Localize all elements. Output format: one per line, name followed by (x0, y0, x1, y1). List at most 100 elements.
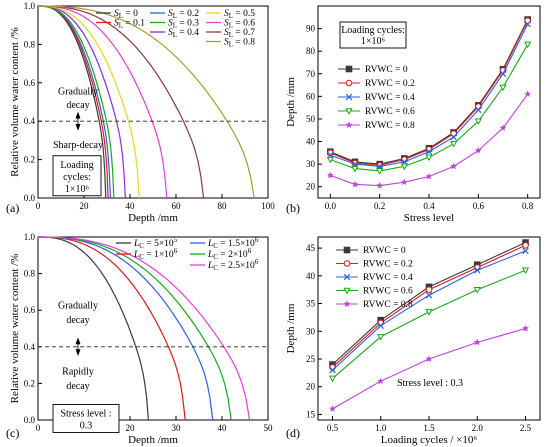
legend-label-part: C (213, 253, 218, 261)
legend-label: RVWC = 0.6 (365, 107, 415, 117)
data-point (343, 260, 351, 267)
series-line (38, 5, 168, 199)
x-tick-label: 20 (126, 423, 136, 433)
series-line (332, 244, 526, 368)
x-tick-label: 0.5 (327, 423, 339, 433)
y-axis-label: Relative volume water content /% (9, 254, 21, 404)
x-axis-label: Depth /mm (128, 434, 178, 446)
legend-label: SL = 0.7 (224, 28, 255, 39)
x-axis-label: Loading cycles / ×10⁶ (381, 434, 478, 446)
legend-label-part: S (224, 28, 229, 38)
data-point (376, 168, 384, 175)
legend-label-part: = 0.3 (177, 19, 199, 29)
legend-label-part: = 0.5 (233, 9, 255, 19)
legend-label-part: L (119, 22, 123, 30)
annotation-arrowhead (75, 123, 81, 131)
legend-label: SL = 0.5 (224, 9, 255, 20)
annotation-lower: decay (66, 381, 89, 392)
data-point (345, 121, 353, 129)
legend-label-part: L (173, 22, 177, 30)
data-point (522, 247, 529, 255)
x-tick-label: 0 (36, 201, 41, 211)
note-box (339, 21, 407, 49)
x-axis-label: Stress level (404, 212, 454, 224)
data-point (343, 273, 351, 281)
legend-label-part: L (207, 250, 213, 260)
data-point (425, 309, 433, 316)
legend-label-part: = 0 (123, 9, 138, 19)
legend-label-part: L (133, 239, 139, 249)
data-point (345, 79, 353, 87)
data-point (400, 163, 408, 171)
data-point (473, 338, 481, 346)
x-axis-label: Depth /mm (128, 212, 178, 224)
series-group-0 (38, 5, 268, 199)
x-tick-label: 40 (126, 201, 136, 211)
legend-label-part: = 0.6 (233, 19, 255, 29)
legend-label-part: C (213, 264, 218, 272)
legend-label-part: S (224, 38, 229, 48)
x-tick-label: 0.8 (522, 201, 534, 211)
axes-3: 0.5 1.0 1.5 2.0 2.5 15 20 25 30 35 40 45 Loading cyc… (285, 236, 541, 446)
panel-label: (a) (6, 201, 19, 215)
plot-frame (37, 236, 269, 421)
legend-label-part: L (229, 12, 233, 20)
legend-label: SL = 0.4 (168, 28, 199, 39)
legend-3: Stress level : 0.3 RVWC = 0 RVWC = 0.2 RVWC… (336, 246, 463, 389)
y-tick-label: 25 (306, 354, 316, 364)
annotation-arrowhead (75, 349, 81, 356)
x-tick-label: 1.5 (423, 423, 435, 433)
y-tick-label: 0.8 (24, 269, 36, 279)
x-tick-label: 100 (261, 201, 275, 211)
data-point (524, 41, 532, 49)
data-point (425, 172, 433, 180)
legend-label-part: = 1×10 (144, 250, 174, 260)
y-tick-label: 30 (306, 326, 316, 336)
y-tick-label: 40 (306, 137, 316, 147)
y-tick-label: 0.2 (24, 155, 35, 165)
data-point (425, 292, 433, 299)
x-tick-label: 2.5 (520, 423, 532, 433)
data-point (521, 324, 530, 332)
legend-label-part: L (229, 22, 233, 30)
legend-0: SL = 0SL = 0.1SL = 0.2SL = 0.3SL = 0.4SL… (96, 9, 255, 49)
y-tick-label: 0.6 (24, 305, 36, 315)
series-line (38, 236, 186, 421)
legend-label: RVWC = 0.8 (365, 121, 415, 131)
legend-label: SL = 0.3 (168, 19, 199, 30)
legend-label-part: 6 (255, 236, 259, 244)
data-point (377, 377, 385, 385)
annotation-upper: decay (66, 100, 89, 111)
y-tick-label: 20 (306, 382, 316, 392)
data-point (351, 165, 359, 173)
x-tick-label: 20 (80, 201, 90, 211)
legend-label-part: L (207, 261, 213, 271)
data-point (328, 405, 337, 412)
data-point (475, 106, 482, 114)
series-group-1 (326, 16, 532, 189)
series-group-2 (38, 236, 268, 421)
legend-label-part: = 0.8 (233, 38, 255, 48)
note-box-text: 0.3 (80, 420, 93, 431)
legend-label: SL = 0 (114, 9, 138, 20)
y-tick-label: 0.0 (24, 415, 36, 425)
y-tick-label: 60 (306, 91, 316, 101)
series-line (38, 5, 255, 199)
legend-label-part: = 2×10 (218, 250, 248, 260)
data-point (425, 355, 433, 363)
axes-1: 0.0 0.2 0.4 0.6 0.8 20 30 40 50 60 70 80 90 Stress le… (285, 5, 541, 224)
legend-label-part: S (168, 19, 173, 29)
legend-label: LC = 1.5×106 (207, 236, 259, 250)
annotation-text: Stress level : 0.3 (397, 378, 463, 389)
y-tick-label: 35 (306, 299, 316, 309)
note-box-text: 1×10⁶ (361, 36, 386, 47)
y-tick-label: 0.6 (24, 78, 36, 88)
legend-label-part: C (139, 242, 144, 250)
annotation-group-2: Gradually decay Rapidly decay Stress level :… (52, 300, 120, 433)
data-point (521, 267, 530, 275)
panel-label: (d) (286, 426, 300, 440)
x-tick-label: 0.2 (374, 201, 385, 211)
note-box-text: Stress level : (60, 408, 111, 419)
x-tick-label: 30 (172, 423, 182, 433)
